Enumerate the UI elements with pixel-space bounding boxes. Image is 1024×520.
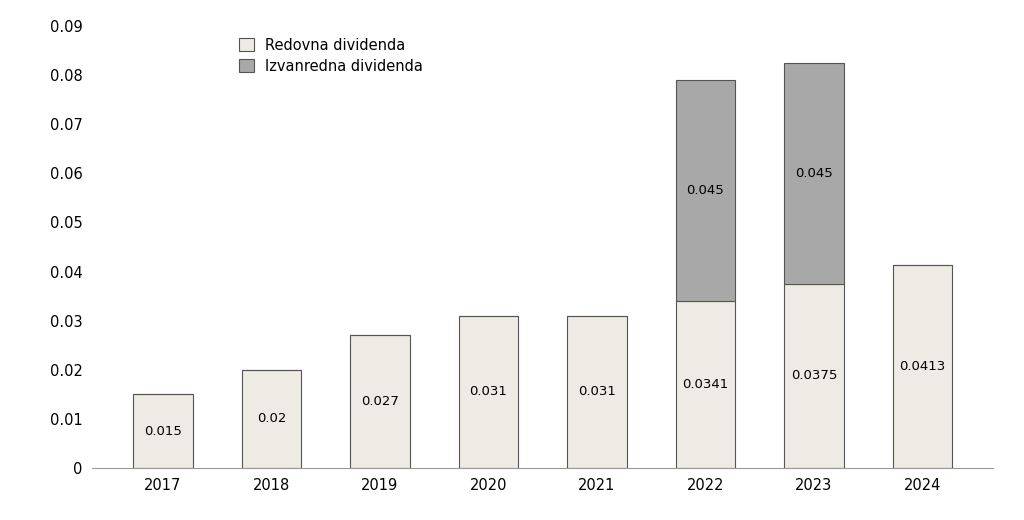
Text: 0.0413: 0.0413 xyxy=(899,360,945,373)
Text: 0.031: 0.031 xyxy=(578,385,615,398)
Text: 0.0341: 0.0341 xyxy=(682,378,729,391)
Legend: Redovna dividenda, Izvanredna dividenda: Redovna dividenda, Izvanredna dividenda xyxy=(240,38,423,73)
Text: 0.027: 0.027 xyxy=(361,395,399,408)
Text: 0.02: 0.02 xyxy=(257,412,286,425)
Text: 0.0375: 0.0375 xyxy=(791,369,838,382)
Text: 0.031: 0.031 xyxy=(470,385,508,398)
Text: 0.045: 0.045 xyxy=(687,184,724,197)
Bar xyxy=(893,265,952,468)
Bar xyxy=(242,370,301,468)
Bar xyxy=(133,394,193,468)
Bar xyxy=(676,301,735,468)
Bar xyxy=(784,284,844,468)
Bar xyxy=(350,335,410,468)
Bar xyxy=(459,316,518,468)
Bar xyxy=(567,316,627,468)
Bar xyxy=(676,80,735,301)
Bar xyxy=(784,63,844,284)
Text: 0.015: 0.015 xyxy=(144,425,182,438)
Text: 0.045: 0.045 xyxy=(795,167,833,180)
